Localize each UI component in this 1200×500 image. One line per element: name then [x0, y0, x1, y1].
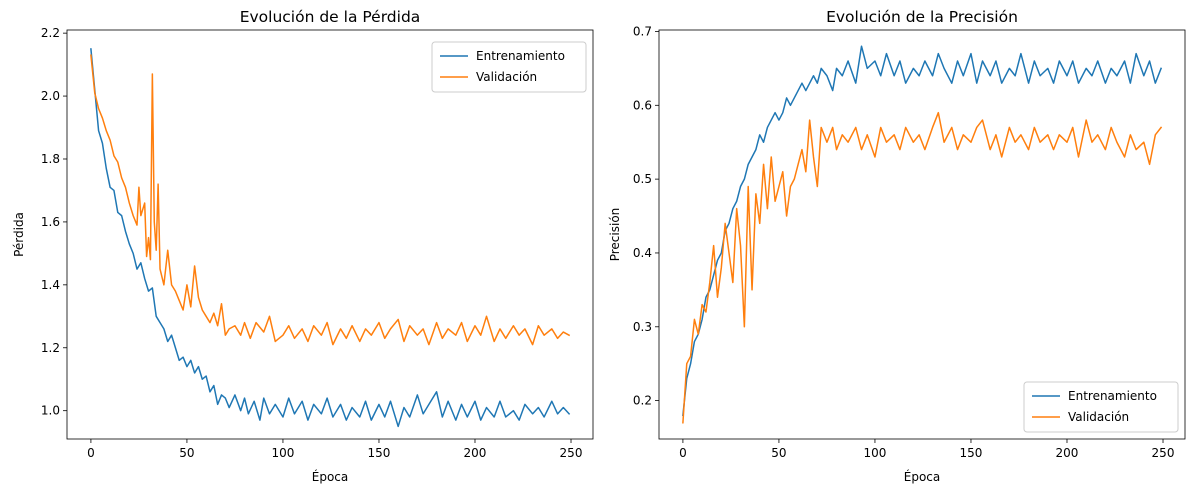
legend: Entrenamiento Validación [1023, 381, 1179, 433]
y-tick-label: 0.3 [633, 320, 652, 334]
x-tick-label: 100 [863, 446, 886, 460]
x-tick-label: 50 [179, 446, 194, 460]
x-tick-label: 250 [1152, 446, 1175, 460]
x-tick-label: 250 [560, 446, 583, 460]
y-tick-label: 0.7 [633, 24, 652, 38]
x-tick-label: 200 [1056, 446, 1079, 460]
y-tick-label: 1.6 [41, 215, 60, 229]
y-tick-label: 0.5 [633, 172, 652, 186]
chart-panel-0: 0 50 100 150 200 250 1.0 1.2 1.4 1.6 1.8 2.0 2.2 Evol… [12, 8, 594, 484]
y-tick-label: 1.4 [41, 278, 60, 292]
y-tick-label: 2.0 [41, 89, 60, 103]
x-axis-label: Época [904, 469, 941, 484]
y-tick-label: 1.8 [41, 152, 60, 166]
y-axis-label: Precisión [608, 208, 622, 262]
x-tick-label: 0 [87, 446, 95, 460]
legend: Entrenamiento Validación [431, 41, 587, 93]
legend-label: Validación [1068, 410, 1129, 424]
series-line-entrenamiento [682, 45, 1163, 417]
y-tick-label: 0.6 [633, 98, 652, 112]
legend-label: Validación [476, 70, 537, 84]
legend-label: Entrenamiento [476, 49, 565, 63]
x-tick-label: 150 [960, 446, 983, 460]
x-tick-label: 100 [271, 446, 294, 460]
series-line-validacion [90, 54, 571, 346]
y-tick-label: 1.2 [41, 341, 60, 355]
y-tick-label: 2.2 [41, 26, 60, 40]
series-line-entrenamiento [90, 48, 571, 428]
x-tick-label: 50 [771, 446, 786, 460]
y-tick-label: 0.2 [633, 394, 652, 408]
axes-frame [658, 29, 1186, 440]
chart-title: Evolución de la Precisión [826, 8, 1018, 26]
legend-label: Entrenamiento [1068, 389, 1157, 403]
legend-box [1023, 381, 1179, 433]
legend-box [431, 41, 587, 93]
x-tick-label: 200 [464, 446, 487, 460]
x-axis-label: Época [312, 469, 349, 484]
y-tick-label: 0.4 [633, 246, 652, 260]
x-tick-label: 0 [679, 446, 687, 460]
y-axis-label: Pérdida [12, 212, 26, 257]
chart-panel-1: 0 50 100 150 200 250 0.2 0.3 0.4 0.5 0.6 0.7 Evoluci… [608, 8, 1186, 484]
y-tick-label: 1.0 [41, 404, 60, 418]
x-tick-label: 150 [368, 446, 391, 460]
axes-frame [66, 29, 594, 440]
series-line-validacion [682, 111, 1163, 424]
chart-title: Evolución de la Pérdida [240, 8, 421, 26]
